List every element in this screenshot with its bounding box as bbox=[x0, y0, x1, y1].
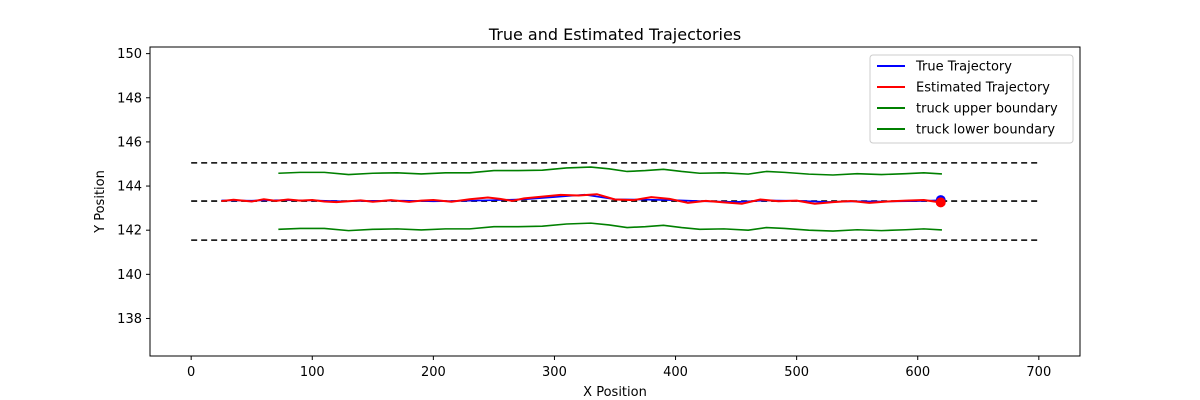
x-tick-label-200: 200 bbox=[421, 365, 446, 380]
x-tick-label-600: 600 bbox=[905, 365, 930, 380]
y-tick-label-150: 150 bbox=[117, 47, 142, 62]
legend: True Trajectory Estimated Trajectory truck… bbox=[869, 54, 1074, 144]
y-tick-label-148: 148 bbox=[117, 91, 142, 106]
marker-layer bbox=[935, 195, 946, 208]
y-tick-label-140: 140 bbox=[117, 268, 142, 283]
x-tick-label-300: 300 bbox=[542, 365, 567, 380]
x-tick-label-500: 500 bbox=[784, 365, 809, 380]
x-tick-label-0: 0 bbox=[187, 365, 195, 380]
y-axis-label: Y Position bbox=[93, 170, 108, 234]
y-tick-label-142: 142 bbox=[117, 224, 142, 239]
plot-frame bbox=[149, 46, 1081, 357]
x-tick-label-700: 700 bbox=[1026, 365, 1051, 380]
chart-title: True and Estimated Trajectories bbox=[488, 25, 741, 44]
x-axis-label: X Position bbox=[583, 385, 647, 400]
x-tick-label-400: 400 bbox=[663, 365, 688, 380]
x-tick-label-100: 100 bbox=[300, 365, 325, 380]
series-line-truck-lower-boundary bbox=[278, 222, 942, 232]
y-tick-label-138: 138 bbox=[117, 312, 142, 327]
y-tick-label-144: 144 bbox=[117, 180, 142, 195]
legend-box bbox=[869, 54, 1074, 144]
legend-label-4: truck lower boundary bbox=[916, 123, 1055, 138]
y-tick-label-146: 146 bbox=[117, 135, 142, 150]
series-line-truck-upper-boundary bbox=[278, 166, 942, 176]
legend-label-3: truck upper boundary bbox=[916, 102, 1058, 117]
legend-label-2: Estimated Trajectory bbox=[916, 81, 1050, 96]
end-marker-2 bbox=[935, 197, 946, 208]
series-line-estimated-trajectory bbox=[221, 193, 943, 205]
y-axis: 138 140 142 144 146 148 150 bbox=[117, 47, 150, 327]
x-axis: 0 100 200 300 400 500 600 700 bbox=[187, 356, 1051, 380]
series-layer bbox=[221, 166, 943, 232]
plot-area bbox=[149, 46, 1081, 357]
legend-label-1: True Trajectory bbox=[915, 60, 1012, 75]
